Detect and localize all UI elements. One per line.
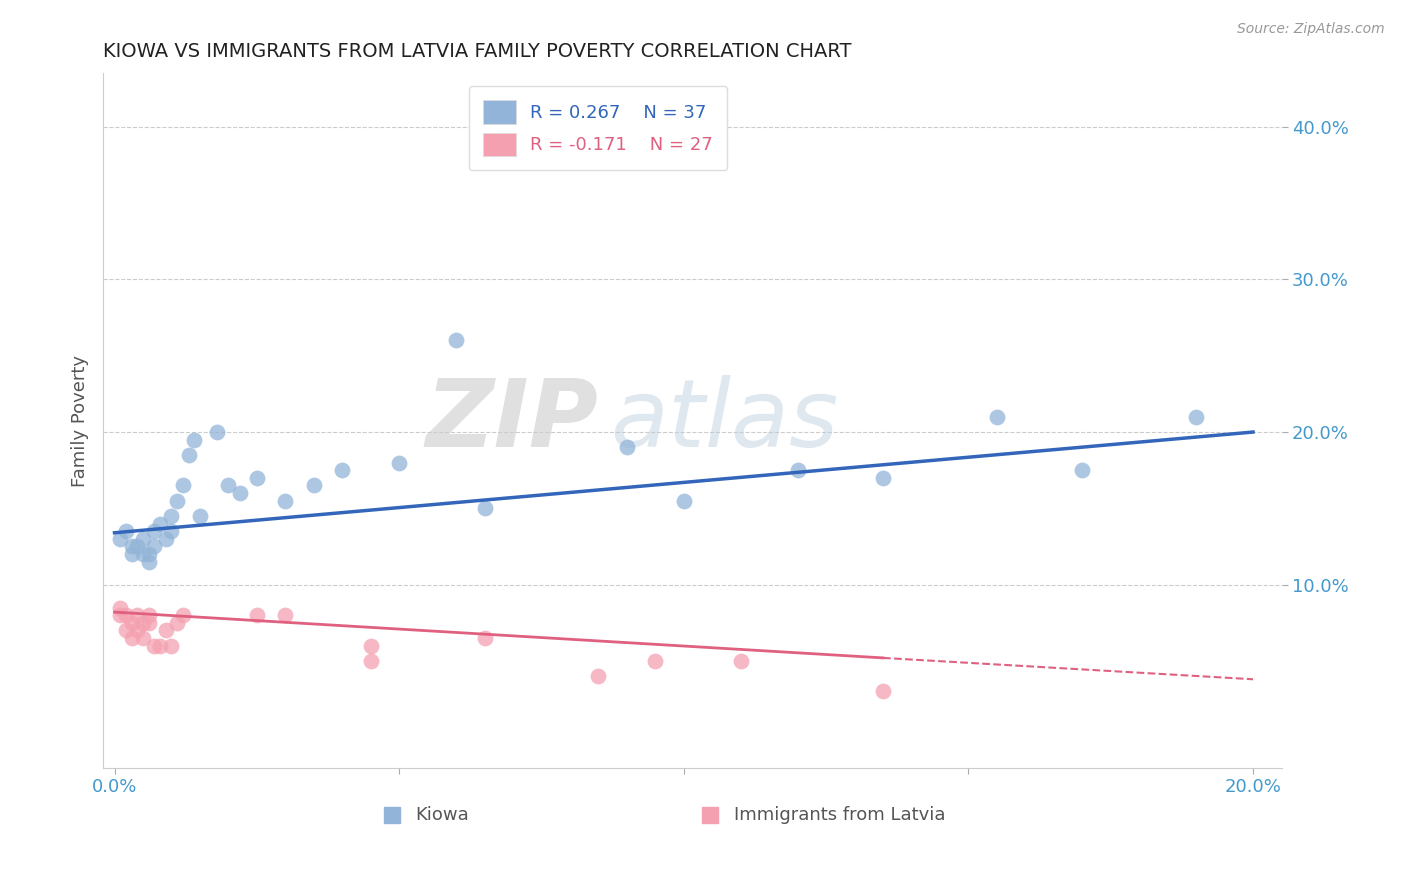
Point	[132, 547, 155, 561]
Text: Source: ZipAtlas.com: Source: ZipAtlas.com	[1237, 22, 1385, 37]
Legend: R = 0.267    N = 37, R = -0.171    N = 27: R = 0.267 N = 37, R = -0.171 N = 27	[468, 86, 727, 170]
Point	[302, 478, 325, 492]
Text: Kiowa: Kiowa	[415, 806, 470, 824]
Point	[872, 684, 894, 698]
Text: KIOWA VS IMMIGRANTS FROM LATVIA FAMILY POVERTY CORRELATION CHART: KIOWA VS IMMIGRANTS FROM LATVIA FAMILY P…	[103, 42, 852, 61]
Point	[132, 631, 155, 645]
Y-axis label: Family Poverty: Family Poverty	[72, 355, 89, 487]
Point	[121, 540, 143, 554]
Point	[360, 639, 382, 653]
Point	[474, 631, 496, 645]
Point	[138, 615, 160, 630]
Point	[672, 493, 695, 508]
Point	[872, 471, 894, 485]
Text: atlas: atlas	[610, 376, 838, 467]
Point	[588, 669, 610, 683]
Point	[138, 555, 160, 569]
Point	[246, 471, 269, 485]
Point	[138, 547, 160, 561]
Point	[166, 615, 188, 630]
Point	[143, 639, 166, 653]
Point	[274, 608, 297, 623]
Point	[132, 532, 155, 546]
Point	[149, 639, 172, 653]
Point	[149, 516, 172, 531]
Point	[1071, 463, 1094, 477]
Point	[330, 463, 353, 477]
Point	[160, 508, 183, 523]
Text: ZIP: ZIP	[425, 375, 598, 467]
Point	[388, 456, 411, 470]
Point	[205, 425, 228, 439]
Point	[444, 334, 467, 348]
Point	[160, 639, 183, 653]
Point	[155, 532, 177, 546]
Point	[121, 615, 143, 630]
Point	[108, 600, 131, 615]
Point	[132, 615, 155, 630]
Point	[616, 440, 638, 454]
Point	[474, 501, 496, 516]
Point	[160, 524, 183, 539]
Point	[166, 493, 188, 508]
Point	[115, 624, 138, 638]
Point	[183, 433, 205, 447]
Text: Immigrants from Latvia: Immigrants from Latvia	[734, 806, 945, 824]
Point	[121, 547, 143, 561]
Point	[188, 508, 211, 523]
Point	[143, 524, 166, 539]
Point	[143, 540, 166, 554]
Point	[644, 654, 666, 668]
Point	[108, 608, 131, 623]
Point	[121, 631, 143, 645]
Point	[127, 624, 149, 638]
Point	[1185, 409, 1208, 424]
Point	[155, 624, 177, 638]
Point	[172, 478, 194, 492]
Point	[217, 478, 239, 492]
Point	[246, 608, 269, 623]
Point	[115, 524, 138, 539]
Point	[127, 608, 149, 623]
Point	[986, 409, 1008, 424]
Point	[730, 654, 752, 668]
Point	[177, 448, 200, 462]
Point	[108, 532, 131, 546]
Point	[360, 654, 382, 668]
Point	[274, 493, 297, 508]
Point	[229, 486, 252, 500]
Point	[127, 540, 149, 554]
Point	[115, 608, 138, 623]
Point	[786, 463, 808, 477]
Point	[172, 608, 194, 623]
Point	[138, 608, 160, 623]
